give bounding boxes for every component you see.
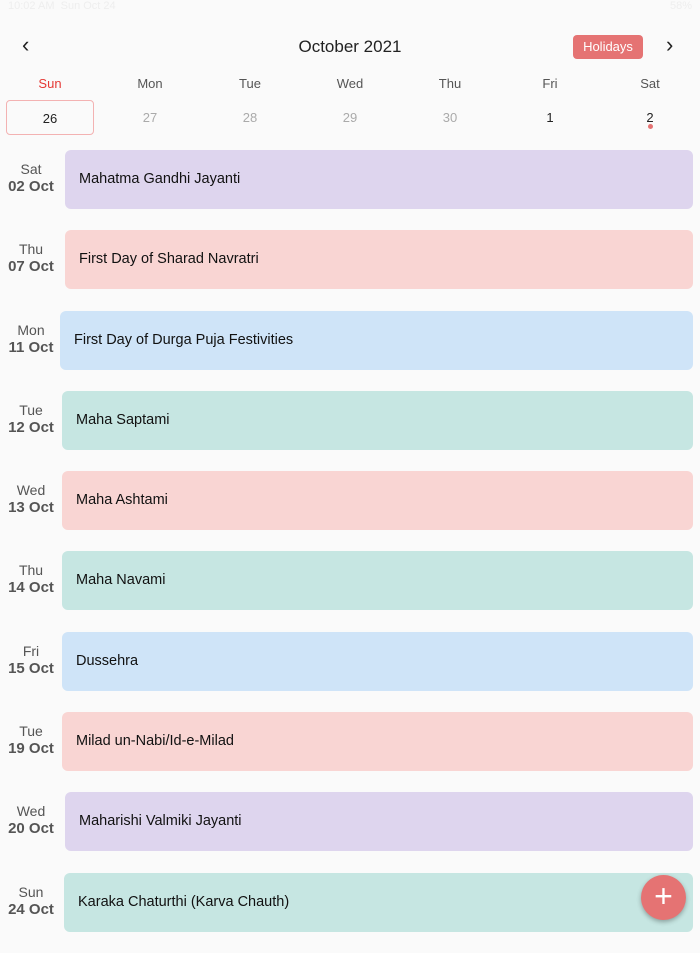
event-day: 14 Oct [8,579,54,597]
event-date: Tue 12 Oct [0,401,62,437]
event-weekday: Sat [20,161,42,177]
event-date: Wed 20 Oct [0,802,62,838]
event-day: 19 Oct [8,740,54,758]
day-number[interactable]: 2 [646,110,654,125]
weekday-label: Sat [640,76,660,91]
list-item: Thu 14 Oct Maha Navami [0,551,700,631]
weekday-label: Thu [438,76,462,91]
status-time: 10:02 AM [8,0,55,12]
day-sat[interactable]: Sat 2 [600,76,700,135]
event-date: Thu 07 Oct [0,240,62,276]
event-card[interactable]: Maha Ashtami [62,471,693,531]
event-card[interactable]: Maha Navami [62,551,693,611]
week-strip: Sun 26 Mon 27 Tue 28 Wed 29 Thu 30 Fri 1 Sat 2 [0,76,700,135]
day-mon[interactable]: Mon 27 [100,76,200,135]
list-item: Thu 07 Oct First Day of Sharad Navratri [0,230,700,310]
event-weekday: Fri [22,642,40,659]
event-dot [648,124,653,129]
event-weekday: Thu [18,241,44,258]
event-date: Sun 24 Oct [0,883,62,919]
weekday-label: Tue [239,76,261,91]
event-title: Maharishi Valmiki Jayanti [79,813,242,830]
event-weekday: Tue [19,401,43,418]
event-title: First Day of Sharad Navratri [79,251,259,268]
list-item: Tue 12 Oct Maha Saptami [0,390,700,471]
day-wed[interactable]: Wed 29 [300,76,400,135]
list-item: Sun 24 Oct Karaka Chaturthi (Karva Chauth) [0,872,700,953]
day-sun[interactable]: Sun 26 [0,76,100,135]
event-date: Fri 15 Oct [0,642,62,678]
event-title: Maha Saptami [76,411,170,428]
event-title: Karaka Chaturthi (Karva Chauth) [78,893,290,910]
weekday-label: Sun [38,76,62,91]
day-fri[interactable]: Fri 1 [500,76,600,135]
weekday-label: Mon [137,76,163,91]
event-card[interactable]: Mahatma Gandhi Jayanti [65,150,693,209]
prev-month-button[interactable]: ‹ [22,32,30,57]
event-date: Sat 02 Oct [0,160,62,196]
event-title: Milad un-Nabi/Id-e-Milad [76,733,234,750]
event-day: 20 Oct [8,820,54,838]
list-item: Fri 15 Oct Dussehra [0,631,700,712]
add-button[interactable]: + [641,875,686,920]
weekday-label: Fri [542,76,558,91]
event-card[interactable]: First Day of Durga Puja Festivities [60,310,693,370]
list-item: Sat 02 Oct Mahatma Gandhi Jayanti [0,150,700,230]
event-title: Mahatma Gandhi Jayanti [79,171,241,187]
day-number[interactable]: 30 [442,110,458,125]
event-title: First Day of Durga Puja Festivities [74,331,294,348]
day-number[interactable]: 26 [6,100,94,135]
event-weekday: Wed [16,803,46,820]
event-card[interactable]: Maharishi Valmiki Jayanti [65,792,693,852]
event-day: 11 Oct [8,338,54,356]
event-day: 12 Oct [8,418,54,436]
holidays-button[interactable]: Holidays [573,35,643,59]
event-date: Thu 14 Oct [0,561,62,597]
event-card[interactable]: First Day of Sharad Navratri [65,230,693,290]
event-card[interactable]: Milad un-Nabi/Id-e-Milad [62,712,693,772]
list-item: Wed 20 Oct Maharishi Valmiki Jayanti [0,792,700,872]
event-card[interactable]: Maha Saptami [62,390,693,450]
event-title: Dussehra [76,652,139,669]
event-weekday: Thu [18,562,44,579]
day-number[interactable]: 1 [546,110,554,125]
next-month-button[interactable]: › [666,32,674,57]
event-day: 02 Oct [8,178,54,195]
event-card[interactable]: Dussehra [62,631,693,691]
day-tue[interactable]: Tue 28 [200,76,300,135]
list-item: Mon 11 Oct First Day of Durga Puja Festivi… [0,310,700,391]
list-item: Wed 13 Oct Maha Ashtami [0,471,700,551]
weekday-label: Wed [336,76,364,91]
list-item: Tue 19 Oct Milad un-Nabi/Id-e-Milad [0,712,700,792]
event-day: 07 Oct [8,258,54,276]
event-title: Maha Ashtami [76,492,168,509]
event-weekday: Sun [18,883,44,900]
event-card[interactable]: Karaka Chaturthi (Karva Chauth) [64,872,693,932]
event-day: 13 Oct [8,499,54,517]
event-date: Wed 13 Oct [0,481,62,517]
day-number[interactable]: 29 [342,110,358,125]
event-weekday: Wed [16,482,46,499]
event-day: 24 Oct [8,900,54,918]
day-thu[interactable]: Thu 30 [400,76,500,135]
battery-level: 58% [669,0,692,12]
event-weekday: Tue [19,723,43,740]
event-weekday: Mon [17,321,45,338]
day-number[interactable]: 27 [142,110,158,125]
month-title: October 2021 [298,37,402,56]
month-header: ‹ October 2021 Holidays › [0,32,700,62]
event-title: Maha Navami [76,572,166,589]
event-date: Tue 19 Oct [0,722,62,758]
holiday-list: Sat 02 Oct Mahatma Gandhi Jayanti Thu 07 Oct… [0,150,700,953]
status-date: Sun Oct 24 [60,0,116,12]
event-day: 15 Oct [8,659,54,677]
day-number[interactable]: 28 [242,110,258,125]
event-date: Mon 11 Oct [0,321,62,357]
status-bar: 10:02 AM Sun Oct 24 58% [0,0,700,16]
